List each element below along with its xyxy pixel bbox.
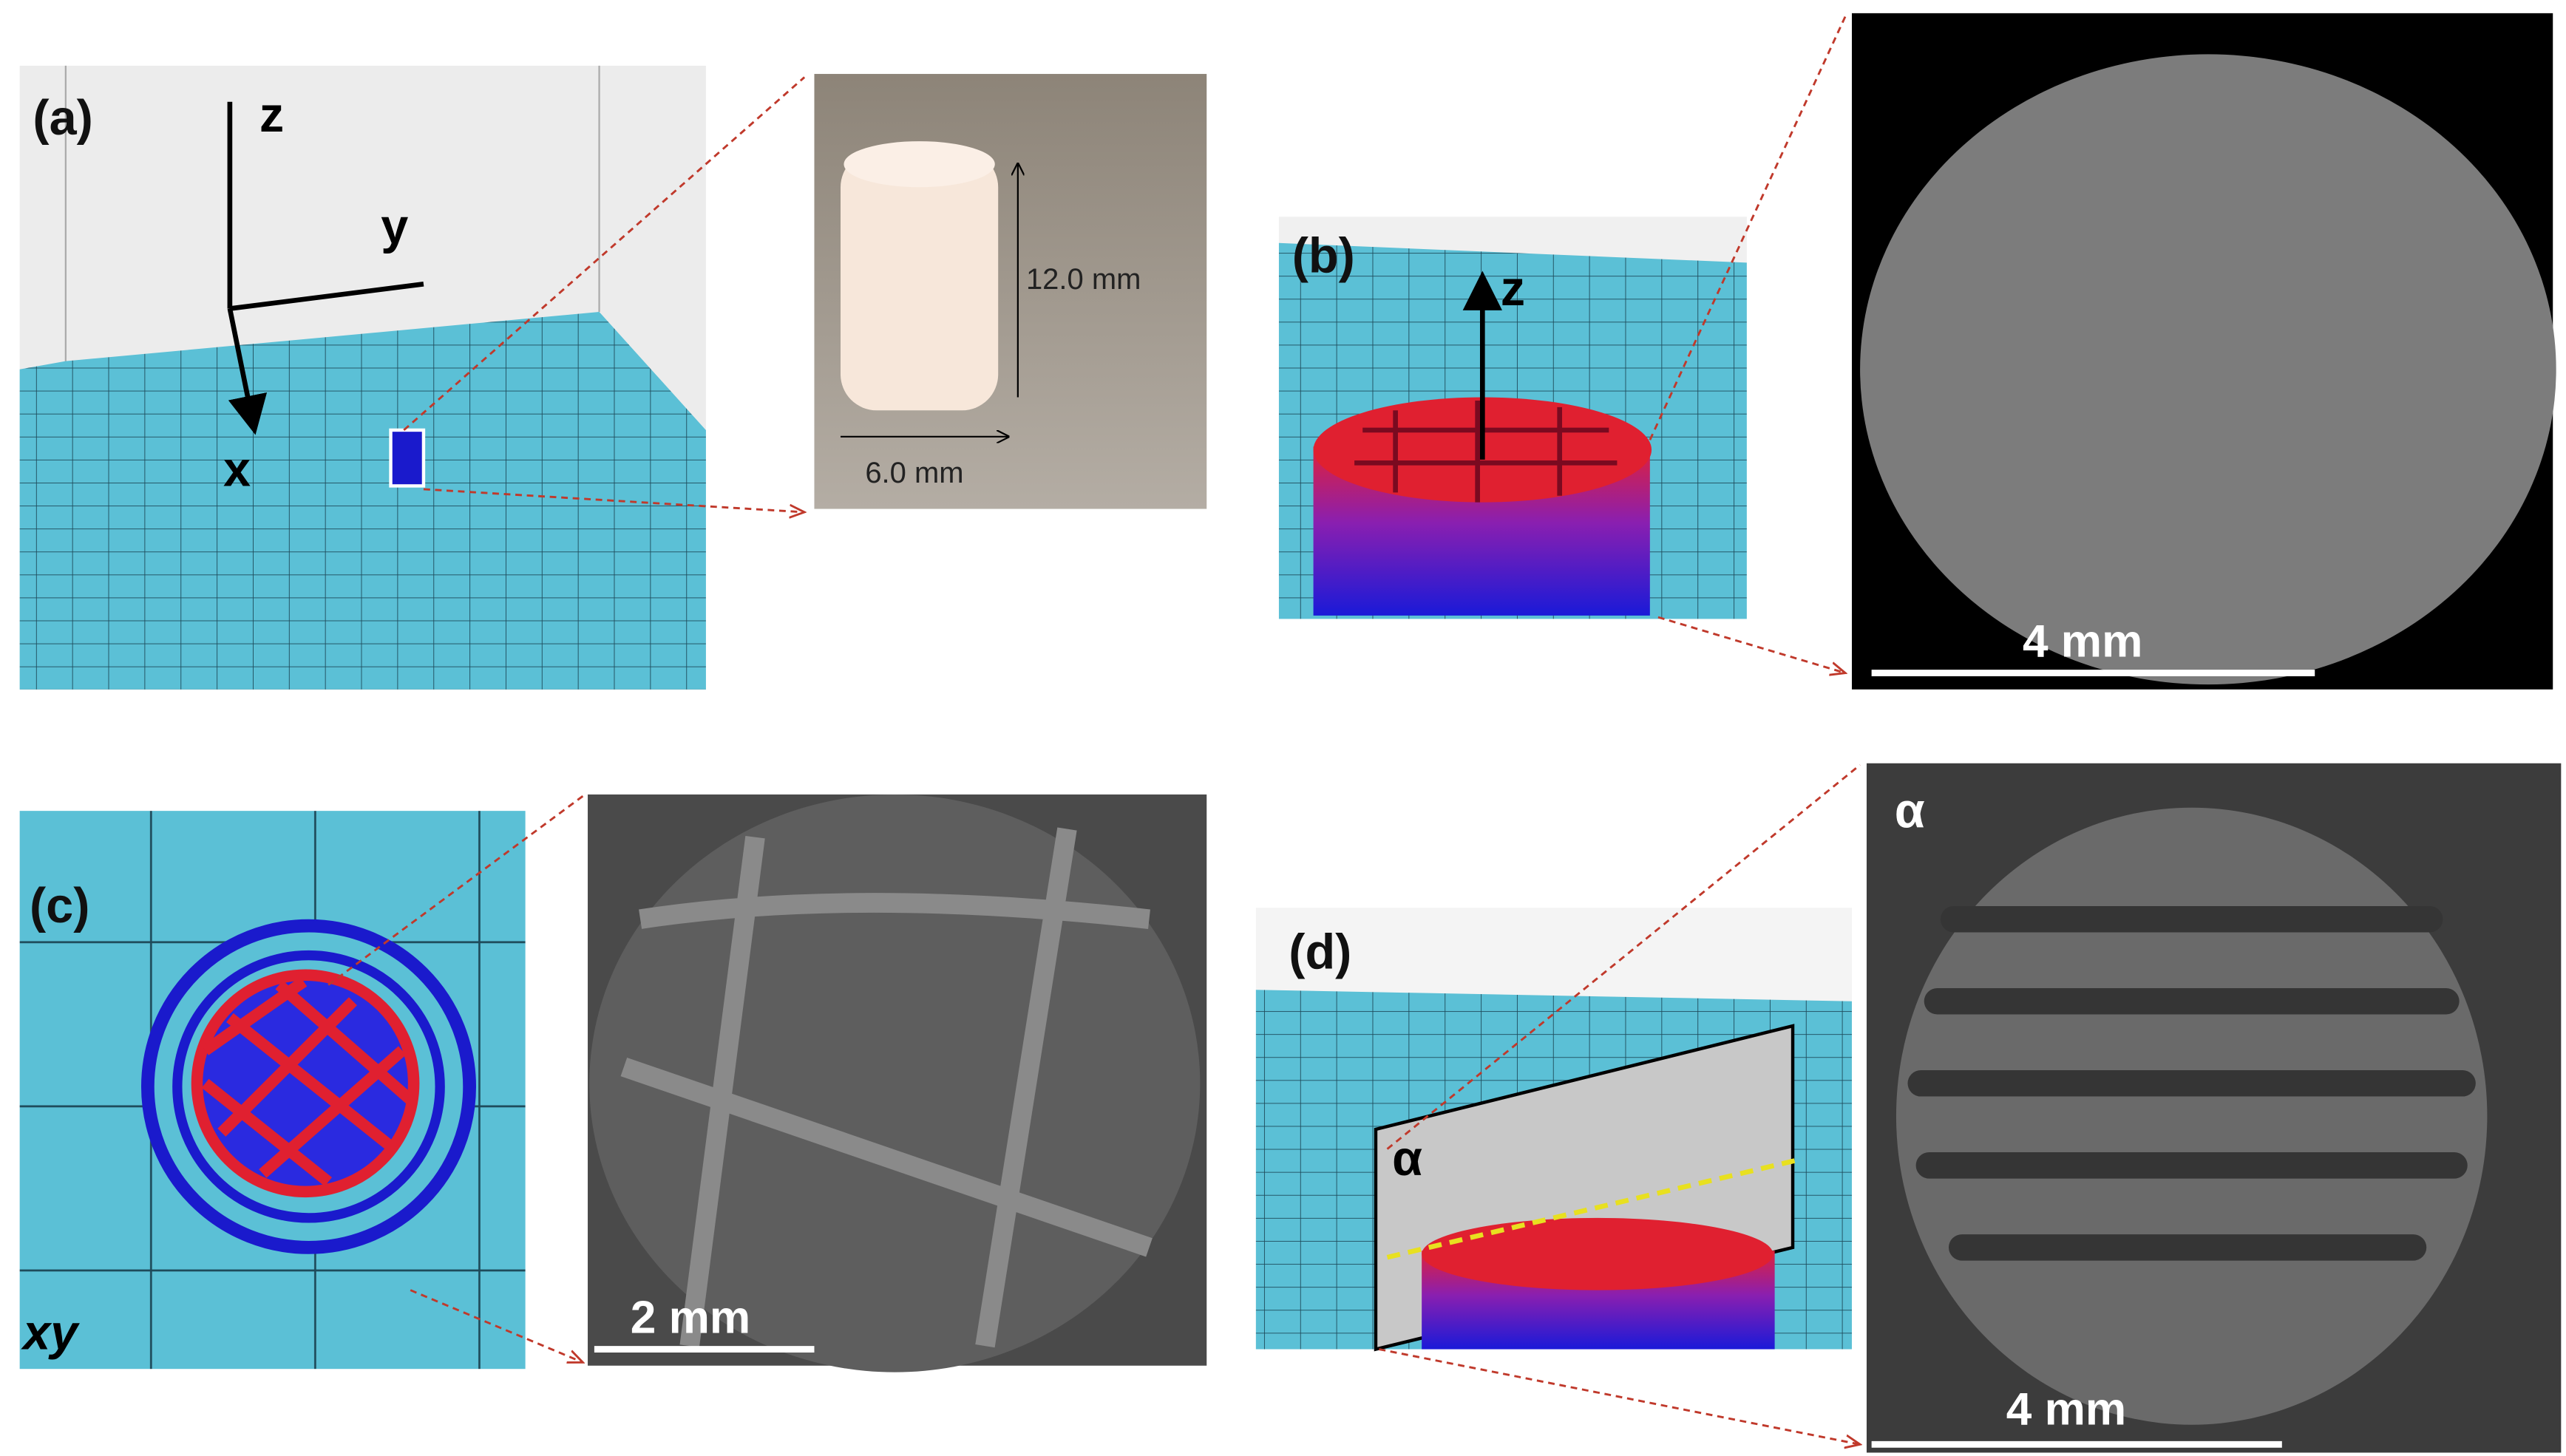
sample-model bbox=[389, 428, 426, 488]
scale-label: 2 mm bbox=[631, 1292, 750, 1343]
scale-label: 4 mm bbox=[2006, 1384, 2126, 1435]
sample bbox=[841, 151, 999, 411]
axis-label: x bbox=[223, 442, 251, 497]
axis-label: z bbox=[1501, 262, 1525, 316]
panel-label: (d) bbox=[1289, 925, 1351, 979]
sample-top bbox=[844, 141, 995, 188]
section-label: α bbox=[1895, 783, 1925, 838]
panel-label: (b) bbox=[1292, 229, 1355, 284]
panel-label: (a) bbox=[33, 91, 92, 146]
scale-label: 4 mm bbox=[2023, 616, 2142, 667]
sample-top bbox=[1422, 1217, 1774, 1290]
strut bbox=[620, 827, 1153, 1348]
plane-label: α bbox=[1392, 1132, 1422, 1186]
wall-edge bbox=[64, 65, 600, 370]
zoom-line bbox=[1379, 763, 1860, 1444]
dimension: 12.0 mm bbox=[1026, 263, 1141, 296]
slot bbox=[1907, 905, 2476, 1261]
axes bbox=[230, 101, 424, 430]
panel-a: z y x (a) 12.0 mm 6.0 mm bbox=[19, 65, 1207, 690]
sample-section bbox=[1895, 807, 2488, 1425]
zoom-line bbox=[1649, 16, 1845, 673]
plane-label: xy bbox=[21, 1306, 80, 1361]
lattice bbox=[201, 976, 415, 1187]
zoom-line bbox=[403, 76, 804, 511]
panel-c: (c) xy 2 mm bbox=[19, 794, 1207, 1372]
panel-d: α (d) α 4 mm bbox=[1255, 763, 2562, 1453]
axis-label: z bbox=[259, 88, 284, 143]
section-line bbox=[1386, 1156, 1804, 1260]
zoom-line bbox=[327, 795, 583, 1362]
build-plate bbox=[19, 312, 706, 690]
panel-b: z (b) 4 mm bbox=[1278, 13, 2556, 690]
axis-label: y bbox=[381, 200, 408, 254]
sample-section bbox=[1860, 54, 2556, 685]
dimension-line bbox=[841, 164, 1018, 437]
panel-label: (c) bbox=[30, 879, 89, 933]
lattice bbox=[1354, 400, 1618, 503]
dimension: 6.0 mm bbox=[865, 457, 963, 489]
